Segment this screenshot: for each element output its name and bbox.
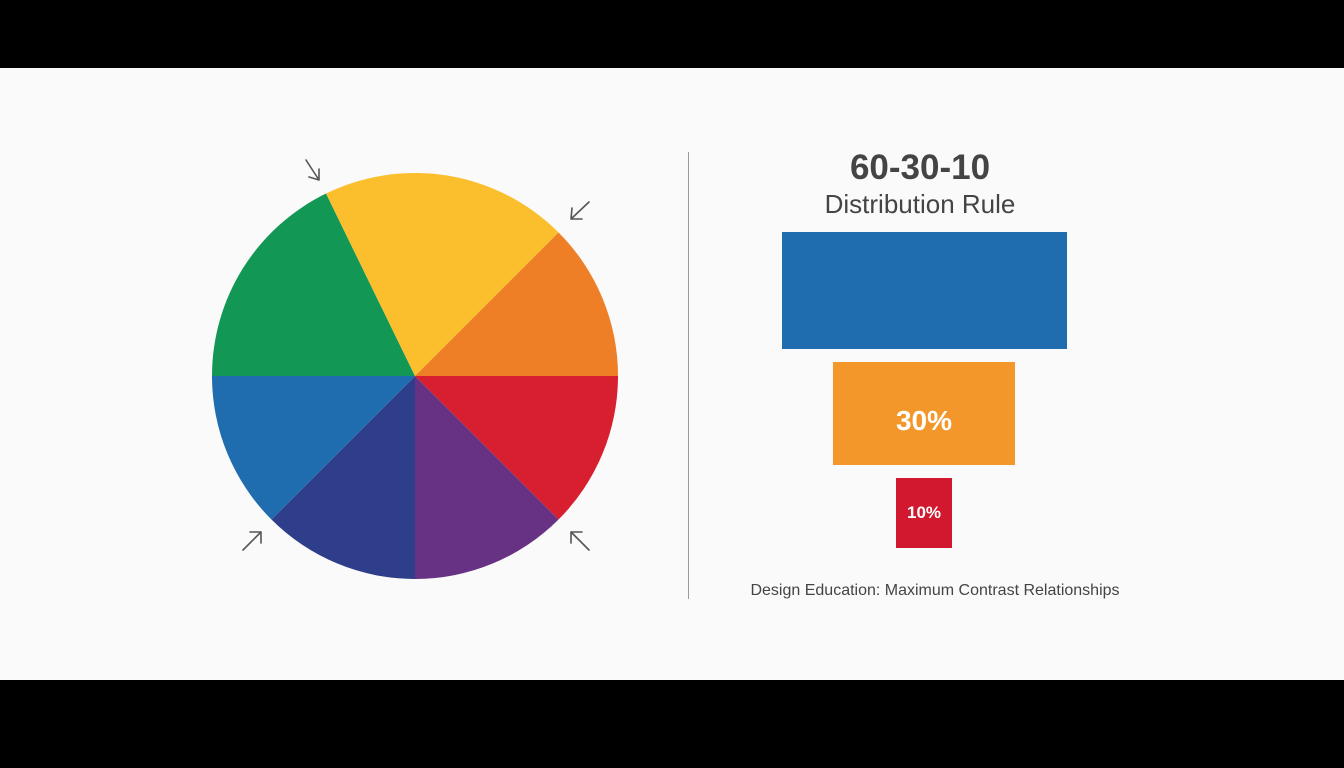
- arrow-down-left-icon: [570, 201, 590, 220]
- bar-10-percent: 10%: [896, 478, 952, 548]
- rule-subtitle: Distribution Rule: [824, 189, 1016, 219]
- bar-60-percent: [782, 232, 1067, 349]
- wheel-segment: [415, 376, 618, 520]
- divider: [688, 152, 689, 599]
- wheel-segment: [326, 172, 559, 376]
- wheel-segment: [212, 376, 415, 520]
- wheel-segment: [415, 232, 618, 376]
- wheel-segment: [212, 193, 415, 376]
- wheel-segment: [415, 376, 559, 579]
- arrow-up-right-icon: [242, 531, 262, 551]
- infographic: 60-30-10 Distribution Rule 30% 10% Desig…: [0, 68, 1344, 680]
- arrow-up-left-icon: [570, 531, 590, 551]
- wheel-segment: [271, 376, 415, 579]
- caption: Design Education: Maximum Contrast Relat…: [750, 582, 1120, 599]
- arrow-down-right-icon: [305, 159, 320, 181]
- color-wheel: [212, 159, 618, 579]
- bar-30-percent: 30%: [833, 362, 1015, 465]
- rule-title: 60-30-10: [849, 148, 991, 187]
